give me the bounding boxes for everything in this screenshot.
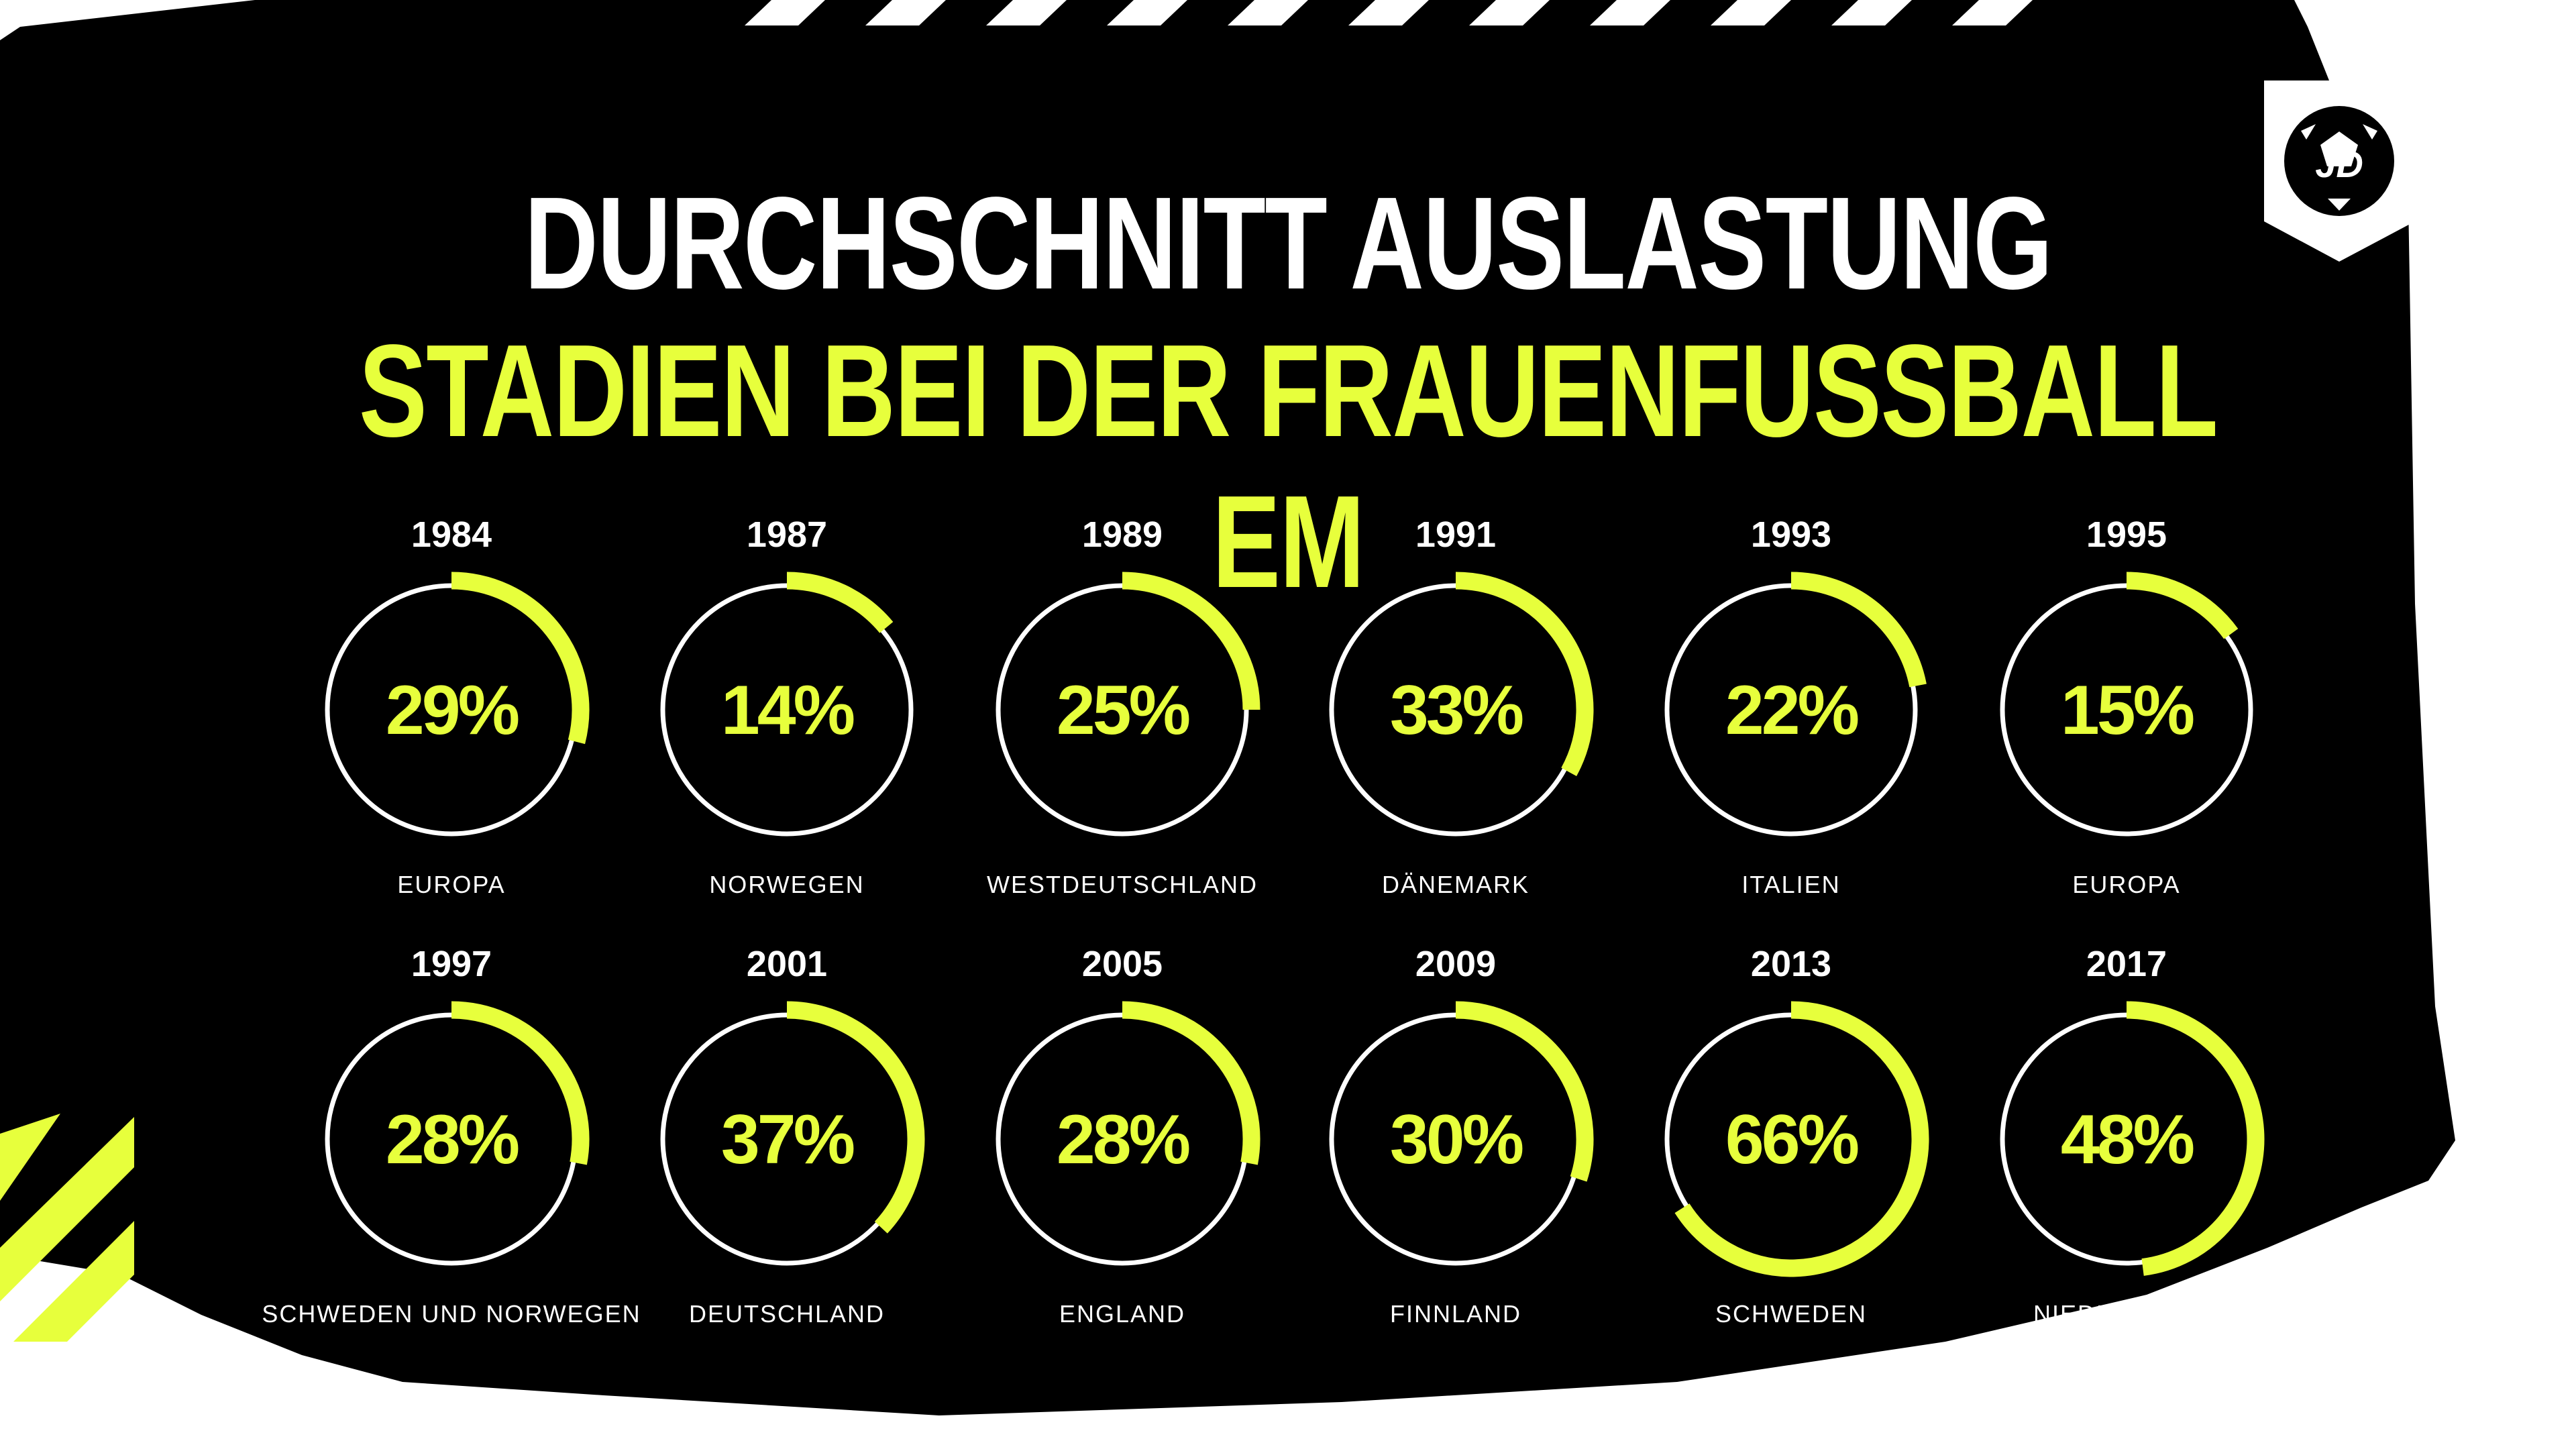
donut-arc [1674, 1001, 1929, 1277]
donut-arc [1122, 572, 1260, 710]
host-label: EUROPA [2072, 871, 2180, 898]
donut-arc [451, 572, 590, 745]
donut-arc [1455, 572, 1594, 776]
host-label: ENGLAND [1059, 1300, 1185, 1328]
title-line-1: DURCHSCHNITT AUSLASTUNG [524, 170, 2053, 317]
year-label: 1997 [411, 944, 492, 984]
year-label: 1995 [2086, 515, 2167, 555]
donut-1997: 1997 28% SCHWEDEN UND NORWEGEN [262, 944, 641, 1328]
percent-label: 29% [386, 672, 519, 749]
year-label: 2005 [1082, 944, 1163, 984]
donut-2009: 2009 30% FINNLAND [1329, 944, 1594, 1328]
donut-grid: 1984 29% EUROPA 1987 14% NORWEGEN 1989 25% WESTD… [262, 515, 2265, 1328]
donut-arc [786, 572, 894, 633]
percent-label: 22% [1725, 672, 1858, 749]
year-label: 1991 [1415, 515, 1496, 555]
year-label: 1984 [411, 515, 492, 555]
host-label: ITALIEN [1741, 871, 1840, 898]
donut-2005: 2005 28% ENGLAND [996, 944, 1260, 1328]
year-label: 2013 [1751, 944, 1831, 984]
donut-2017: 2017 48% NIEDERLANDE [2000, 944, 2265, 1328]
host-label: FINNLAND [1390, 1300, 1521, 1328]
percent-label: 28% [1057, 1101, 1189, 1179]
donut-1995: 1995 15% EUROPA [2000, 515, 2253, 898]
bottom-left-hazard-stripes [0, 1114, 134, 1342]
percent-label: 25% [1057, 672, 1189, 749]
host-label: DÄNEMARK [1382, 871, 1529, 898]
percent-label: 48% [2061, 1101, 2194, 1179]
donut-arc [1122, 1001, 1260, 1165]
host-label: WESTDEUTSCHLAND [987, 871, 1258, 898]
year-label: 1989 [1082, 515, 1163, 555]
percent-label: 28% [386, 1101, 519, 1179]
host-label: SCHWEDEN [1715, 1300, 1867, 1328]
host-label: NORWEGEN [709, 871, 864, 898]
year-label: 1987 [747, 515, 827, 555]
donut-arc [451, 1001, 590, 1165]
donut-2001: 2001 37% DEUTSCHLAND [660, 944, 925, 1328]
jd-logo: JD [2264, 80, 2415, 262]
title-line-2: STADIEN BEI DER FRAUENFUSSBALL EM [358, 317, 2218, 615]
host-label: DEUTSCHLAND [689, 1300, 885, 1328]
donut-ring [2000, 583, 2253, 837]
host-label: NIEDERLANDE [2033, 1300, 2220, 1328]
year-label: 2001 [747, 944, 827, 984]
donut-1991: 1991 33% DÄNEMARK [1329, 515, 1594, 898]
year-label: 2017 [2086, 944, 2167, 984]
donut-1989: 1989 25% WESTDEUTSCHLAND [987, 515, 1260, 898]
percent-label: 33% [1390, 672, 1523, 749]
percent-label: 15% [2061, 672, 2194, 749]
percent-label: 30% [1390, 1101, 1523, 1179]
percent-label: 14% [721, 672, 854, 749]
donut-arc [1455, 1001, 1594, 1182]
top-hazard-stripes [745, 0, 2033, 25]
donut-arc [1790, 572, 1927, 688]
donut-arc [2126, 1001, 2265, 1276]
year-label: 2009 [1415, 944, 1496, 984]
donut-arc [786, 1001, 925, 1234]
donut-2013: 2013 66% SCHWEDEN [1664, 944, 1929, 1328]
percent-label: 37% [721, 1101, 854, 1179]
black-panel [0, 0, 2455, 1415]
percent-label: 66% [1725, 1101, 1858, 1179]
donut-1987: 1987 14% NORWEGEN [660, 515, 914, 898]
donut-1984: 1984 29% EUROPA [325, 515, 590, 898]
host-label: SCHWEDEN UND NORWEGEN [262, 1300, 641, 1328]
donut-1993: 1993 22% ITALIEN [1664, 515, 1927, 898]
host-label: EUROPA [397, 871, 505, 898]
logo-text: JD [2315, 143, 2363, 185]
year-label: 1993 [1751, 515, 1831, 555]
donut-arc [2126, 572, 2239, 639]
